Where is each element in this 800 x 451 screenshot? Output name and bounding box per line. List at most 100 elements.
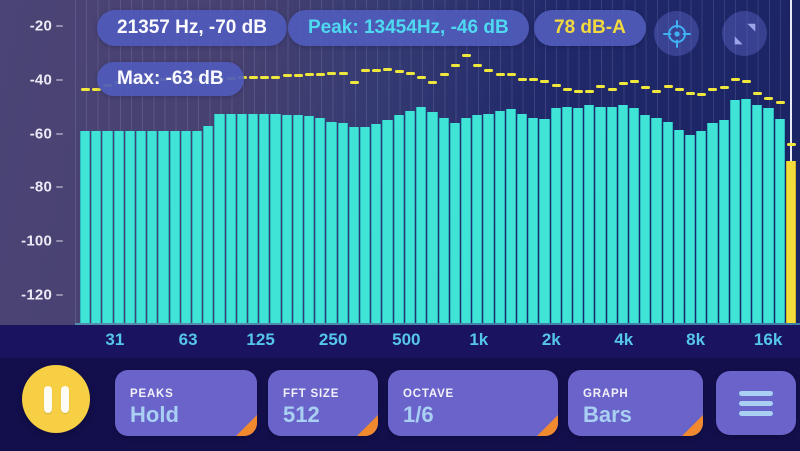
spectrum-bar[interactable] (203, 125, 214, 323)
graph-type-button[interactable]: GRAPH Bars (568, 370, 703, 436)
spectrum-bar[interactable] (449, 122, 460, 323)
peak-hold-marker (651, 90, 661, 94)
spectrum-bar[interactable] (292, 114, 304, 323)
spectrum-bar[interactable] (651, 117, 662, 323)
spectrum-bar[interactable] (427, 112, 438, 323)
peak-hold-marker (663, 85, 673, 89)
peaks-mode-button[interactable]: PEAKS Hold (115, 370, 257, 436)
spectrum-bar[interactable] (584, 105, 595, 323)
spectrum-bar[interactable] (337, 122, 348, 323)
spectrum-bar[interactable] (304, 116, 315, 323)
spectrum-bar[interactable] (774, 118, 785, 323)
octave-button[interactable]: OCTAVE 1/6 (388, 370, 558, 436)
frequency-tick-label: 250 (318, 330, 348, 349)
spectrum-bar[interactable] (416, 106, 427, 323)
octave-button-label: OCTAVE (403, 387, 455, 400)
spectrum-bar[interactable] (382, 120, 393, 323)
spectrum-bar[interactable] (528, 117, 539, 323)
spectrum-bar[interactable] (248, 113, 259, 323)
spectrum-bar[interactable] (169, 130, 180, 323)
spectrum-bar[interactable] (628, 108, 640, 323)
spectrum-bar[interactable] (360, 126, 371, 323)
spectrum-bar[interactable] (124, 130, 136, 323)
peak-hold-marker (640, 86, 650, 90)
crosshair-button[interactable] (654, 11, 699, 56)
spectrum-bar[interactable] (113, 130, 124, 323)
spectrum-bar[interactable] (718, 120, 729, 323)
peak-hold-marker (472, 63, 482, 67)
spectrum-bar[interactable] (438, 117, 449, 323)
spectrum-bar[interactable] (494, 110, 505, 323)
spectrum-bar[interactable] (147, 130, 158, 323)
spectrum-bar[interactable] (752, 105, 763, 323)
spectrum-bar[interactable] (180, 130, 192, 323)
spectrum-bar[interactable] (606, 106, 617, 323)
pause-icon (43, 385, 52, 413)
frequency-tick-label: 31 (105, 330, 125, 349)
spectrum-bar[interactable] (684, 135, 696, 323)
spectrum-bar[interactable] (259, 113, 270, 323)
spectrum-bar[interactable] (696, 130, 707, 323)
spectrum-bar[interactable] (281, 114, 292, 323)
peak-hold-marker (517, 78, 527, 82)
spectrum-bar[interactable] (539, 118, 550, 323)
spectrum-bar[interactable] (270, 113, 281, 323)
spectrum-bar[interactable] (393, 114, 404, 323)
menu-button[interactable] (716, 371, 796, 435)
fullscreen-expand-icon (730, 19, 760, 49)
spectrum-bar[interactable] (236, 113, 248, 323)
spectrum-bar[interactable] (740, 98, 752, 323)
fft-button-label: FFT SIZE (283, 387, 340, 400)
db-tick-label: -60 (29, 125, 52, 143)
cursor-readout-text: 21357 Hz, -70 dB (117, 17, 267, 38)
max-readout-text: Max: -63 dB (117, 68, 224, 89)
spectrum-bar[interactable] (516, 113, 528, 323)
spectrum-bar[interactable] (315, 117, 326, 323)
peak-hold-marker (618, 82, 628, 86)
spectrum-bars[interactable] (75, 0, 800, 323)
spectrum-bar[interactable] (192, 130, 203, 323)
peak-hold-marker (528, 78, 538, 82)
peak-hold-marker (584, 90, 594, 94)
peak-hold-marker (382, 67, 392, 71)
spectrum-bar[interactable] (572, 108, 584, 323)
spectrum-bar[interactable] (460, 117, 472, 323)
peak-hold-marker (719, 86, 729, 90)
spectrum-bar[interactable] (214, 113, 225, 323)
spectrum-bar[interactable] (595, 106, 606, 323)
spectrum-bar[interactable] (158, 130, 169, 323)
pause-button[interactable] (22, 365, 90, 433)
peak-hold-marker (360, 68, 370, 72)
spectrum-bar[interactable] (707, 122, 718, 323)
db-tick-mark (56, 240, 63, 243)
fft-size-button[interactable]: FFT SIZE 512 (268, 370, 378, 436)
spectrum-bar[interactable] (80, 130, 91, 323)
spectrum-bar[interactable] (505, 109, 516, 323)
crosshair-icon (661, 18, 693, 50)
spectrum-bar[interactable] (617, 105, 628, 323)
spectrum-bar[interactable] (729, 100, 740, 323)
spectrum-bar[interactable] (662, 121, 673, 323)
spectrum-bar[interactable] (472, 114, 483, 323)
db-tick-mark (56, 186, 63, 189)
spectrum-bar[interactable] (136, 130, 147, 323)
spectrum-bar[interactable] (348, 126, 360, 323)
fullscreen-button[interactable] (722, 11, 767, 56)
spectrum-bar[interactable] (561, 106, 572, 323)
spectrum-bar[interactable] (550, 108, 561, 323)
db-tick-mark (56, 294, 63, 297)
peaks-button-label: PEAKS (130, 387, 174, 400)
peak-hold-marker (304, 72, 314, 76)
spectrum-bar[interactable] (404, 110, 416, 323)
spectrum-bar[interactable] (673, 129, 684, 323)
db-tick-label: -100 (21, 232, 52, 250)
spectrum-bar[interactable] (371, 124, 382, 323)
spectrum-bar[interactable] (483, 113, 494, 323)
spectrum-bar[interactable] (785, 160, 796, 323)
spectrum-bar[interactable] (326, 121, 337, 323)
spectrum-bar[interactable] (763, 108, 774, 323)
spectrum-bar[interactable] (102, 130, 113, 323)
spectrum-bar[interactable] (640, 114, 651, 323)
spectrum-bar[interactable] (225, 113, 236, 323)
spectrum-bar[interactable] (91, 130, 102, 323)
